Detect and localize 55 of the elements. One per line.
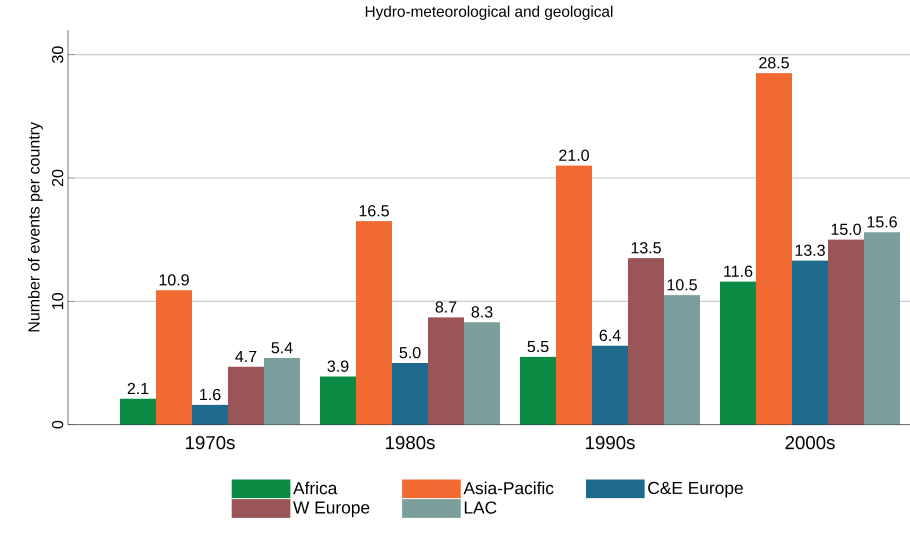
bar	[520, 357, 556, 425]
bar	[756, 73, 792, 425]
bar	[556, 166, 592, 425]
bar	[828, 240, 864, 425]
bar	[792, 260, 828, 425]
bar	[664, 295, 700, 425]
bar	[356, 221, 392, 425]
y-tick-label: 0	[52, 421, 64, 429]
y-tick-label: 10	[52, 293, 64, 310]
bar	[264, 358, 300, 425]
data-label: 8.7	[436, 302, 456, 313]
legend-label: LAC	[464, 502, 496, 514]
data-label: 13.5	[632, 242, 661, 254]
data-label: 16.5	[360, 205, 389, 217]
data-label: 5.5	[528, 341, 548, 352]
data-label: 15.0	[832, 224, 861, 236]
chart-title: Hydro-meteorological and geological	[366, 6, 612, 20]
data-label: 10.5	[668, 279, 697, 291]
bar	[156, 290, 192, 425]
data-label: 3.9	[327, 360, 348, 372]
bar	[428, 318, 464, 425]
data-label: 28.5	[759, 57, 789, 69]
legend-label: Asia-Pacific	[463, 482, 554, 494]
x-tick-label: 1990s	[586, 436, 635, 450]
data-label: 15.6	[868, 216, 897, 228]
data-label: 2.1	[128, 383, 148, 394]
y-tick-label: 20	[52, 170, 64, 186]
y-axis-title: Number of events per country	[28, 122, 43, 332]
data-label: 5.0	[400, 347, 421, 358]
data-label: 6.4	[600, 330, 621, 342]
x-tick-label: 2000s	[786, 436, 835, 450]
data-label: 10.9	[160, 274, 189, 286]
bar	[392, 363, 428, 425]
y-tick-label: 30	[52, 46, 64, 64]
bar	[228, 366, 264, 425]
bar	[628, 258, 664, 425]
data-label: 8.3	[472, 306, 492, 318]
bar	[864, 232, 900, 425]
x-tick-label: 1970s	[186, 436, 235, 450]
data-label: 11.6	[724, 266, 752, 278]
bar	[720, 282, 756, 425]
bar	[320, 376, 356, 425]
legend-label: W Europe	[293, 502, 370, 518]
x-tick-label: 1980s	[386, 436, 435, 450]
bar	[592, 346, 628, 425]
data-label: 5.4	[272, 342, 293, 354]
legend-label: C&E Europe	[648, 482, 743, 498]
bar	[192, 405, 228, 425]
data-label: 21.0	[559, 150, 589, 162]
data-label: 1.6	[200, 389, 220, 400]
legend-label: Africa	[293, 482, 338, 494]
data-label: 4.7	[235, 351, 256, 362]
data-label: 13.3	[796, 244, 825, 256]
bar	[464, 322, 500, 425]
bar	[120, 398, 156, 425]
